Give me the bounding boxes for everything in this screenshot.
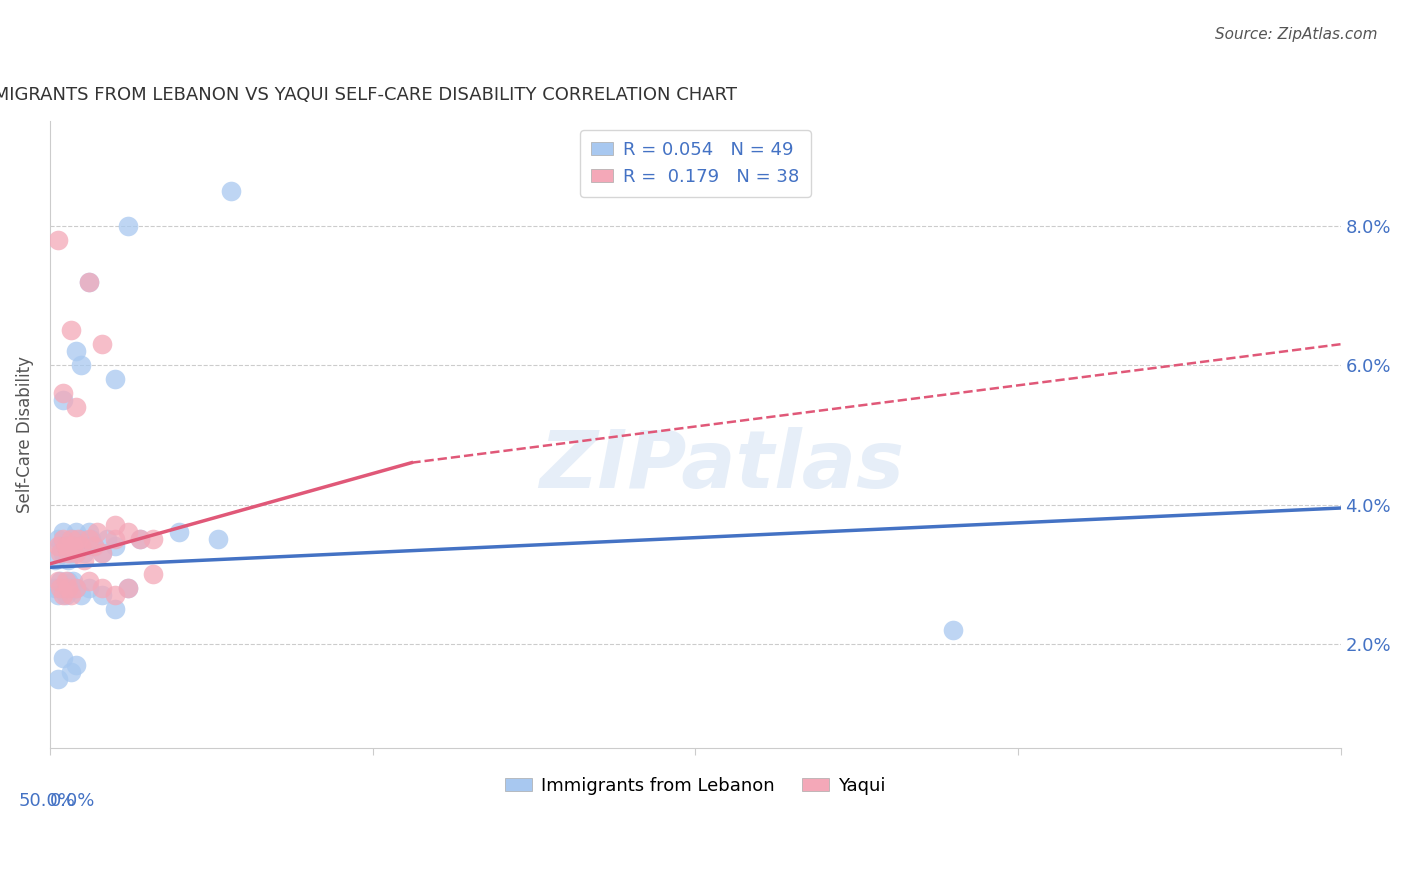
Point: [65, 400, 87, 414]
Point: [942, 623, 965, 637]
Point: [62, 533, 84, 547]
Point: [59, 665, 82, 679]
Text: 50.0%: 50.0%: [20, 792, 76, 811]
Point: [72, 546, 94, 560]
Point: [80, 533, 103, 547]
Point: [46, 574, 69, 589]
Point: [62, 574, 84, 589]
Point: [77, 581, 100, 595]
Text: ZIPatlas: ZIPatlas: [538, 427, 904, 505]
Point: [52, 581, 75, 595]
Text: Source: ZipAtlas.com: Source: ZipAtlas.com: [1215, 27, 1378, 42]
Point: [46, 533, 69, 547]
Text: 0.0%: 0.0%: [51, 792, 96, 811]
Point: [55, 588, 77, 602]
Point: [56, 574, 79, 589]
Point: [104, 588, 127, 602]
Point: [52, 525, 75, 540]
Point: [77, 275, 100, 289]
Point: [90, 581, 112, 595]
Point: [52, 588, 75, 602]
Point: [83, 540, 105, 554]
Point: [207, 533, 229, 547]
Point: [129, 533, 152, 547]
Point: [46, 540, 69, 554]
Point: [59, 546, 82, 560]
Point: [104, 533, 127, 547]
Point: [59, 533, 82, 547]
Point: [55, 574, 77, 589]
Point: [59, 588, 82, 602]
Point: [56, 553, 79, 567]
Point: [49, 581, 72, 595]
Point: [90, 546, 112, 560]
Point: [77, 574, 100, 589]
Point: [67, 540, 90, 554]
Point: [90, 588, 112, 602]
Point: [167, 525, 190, 540]
Point: [56, 581, 79, 595]
Point: [104, 602, 127, 616]
Point: [104, 540, 127, 554]
Point: [55, 540, 77, 554]
Point: [52, 533, 75, 547]
Point: [62, 540, 84, 554]
Point: [44, 581, 66, 595]
Point: [117, 581, 139, 595]
Point: [49, 574, 72, 589]
Point: [90, 546, 112, 560]
Point: [70, 358, 93, 372]
Point: [90, 337, 112, 351]
Point: [44, 553, 66, 567]
Legend: R = 0.054   N = 49, R =  0.179   N = 38: R = 0.054 N = 49, R = 0.179 N = 38: [581, 130, 810, 197]
Point: [46, 672, 69, 686]
Point: [65, 581, 87, 595]
Point: [55, 540, 77, 554]
Point: [142, 567, 165, 582]
Point: [65, 581, 87, 595]
Text: IMMIGRANTS FROM LEBANON VS YAQUI SELF-CARE DISABILITY CORRELATION CHART: IMMIGRANTS FROM LEBANON VS YAQUI SELF-CA…: [0, 87, 737, 104]
Point: [75, 540, 97, 554]
Y-axis label: Self-Care Disability: Self-Care Disability: [15, 356, 34, 513]
Point: [142, 533, 165, 547]
Point: [49, 540, 72, 554]
Point: [104, 518, 127, 533]
Point: [129, 533, 152, 547]
Point: [117, 525, 139, 540]
Point: [52, 392, 75, 407]
Point: [49, 546, 72, 560]
Point: [52, 546, 75, 560]
Point: [59, 323, 82, 337]
Point: [59, 581, 82, 595]
Point: [67, 533, 90, 547]
Point: [52, 651, 75, 665]
Point: [117, 219, 139, 233]
Point: [70, 533, 93, 547]
Point: [77, 275, 100, 289]
Point: [72, 553, 94, 567]
Point: [77, 533, 100, 547]
Point: [56, 546, 79, 560]
Point: [65, 546, 87, 560]
Point: [86, 525, 108, 540]
Point: [46, 588, 69, 602]
Point: [219, 184, 242, 198]
Point: [83, 540, 105, 554]
Point: [70, 540, 93, 554]
Point: [96, 533, 118, 547]
Point: [117, 581, 139, 595]
Point: [104, 372, 127, 386]
Point: [77, 525, 100, 540]
Point: [65, 525, 87, 540]
Point: [70, 588, 93, 602]
Point: [52, 386, 75, 401]
Point: [46, 233, 69, 247]
Point: [65, 657, 87, 672]
Point: [65, 344, 87, 359]
